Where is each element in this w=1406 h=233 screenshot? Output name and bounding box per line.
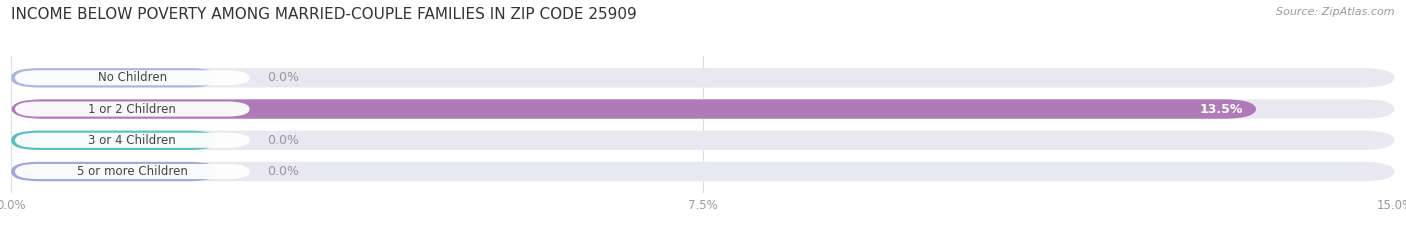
FancyBboxPatch shape bbox=[15, 102, 250, 116]
FancyBboxPatch shape bbox=[11, 68, 1395, 87]
FancyBboxPatch shape bbox=[11, 130, 217, 150]
Text: Source: ZipAtlas.com: Source: ZipAtlas.com bbox=[1277, 7, 1395, 17]
FancyBboxPatch shape bbox=[15, 133, 250, 148]
FancyBboxPatch shape bbox=[11, 99, 1257, 119]
FancyBboxPatch shape bbox=[15, 70, 250, 85]
Text: 0.0%: 0.0% bbox=[267, 71, 299, 84]
FancyBboxPatch shape bbox=[11, 162, 217, 181]
Text: 1 or 2 Children: 1 or 2 Children bbox=[89, 103, 176, 116]
Text: No Children: No Children bbox=[98, 71, 167, 84]
FancyBboxPatch shape bbox=[15, 164, 250, 179]
Text: 5 or more Children: 5 or more Children bbox=[77, 165, 188, 178]
Text: 0.0%: 0.0% bbox=[267, 165, 299, 178]
Text: INCOME BELOW POVERTY AMONG MARRIED-COUPLE FAMILIES IN ZIP CODE 25909: INCOME BELOW POVERTY AMONG MARRIED-COUPL… bbox=[11, 7, 637, 22]
FancyBboxPatch shape bbox=[11, 130, 1395, 150]
Text: 13.5%: 13.5% bbox=[1199, 103, 1243, 116]
Text: 0.0%: 0.0% bbox=[267, 134, 299, 147]
FancyBboxPatch shape bbox=[11, 99, 1395, 119]
FancyBboxPatch shape bbox=[11, 162, 1395, 181]
Text: 3 or 4 Children: 3 or 4 Children bbox=[89, 134, 176, 147]
FancyBboxPatch shape bbox=[11, 68, 217, 87]
